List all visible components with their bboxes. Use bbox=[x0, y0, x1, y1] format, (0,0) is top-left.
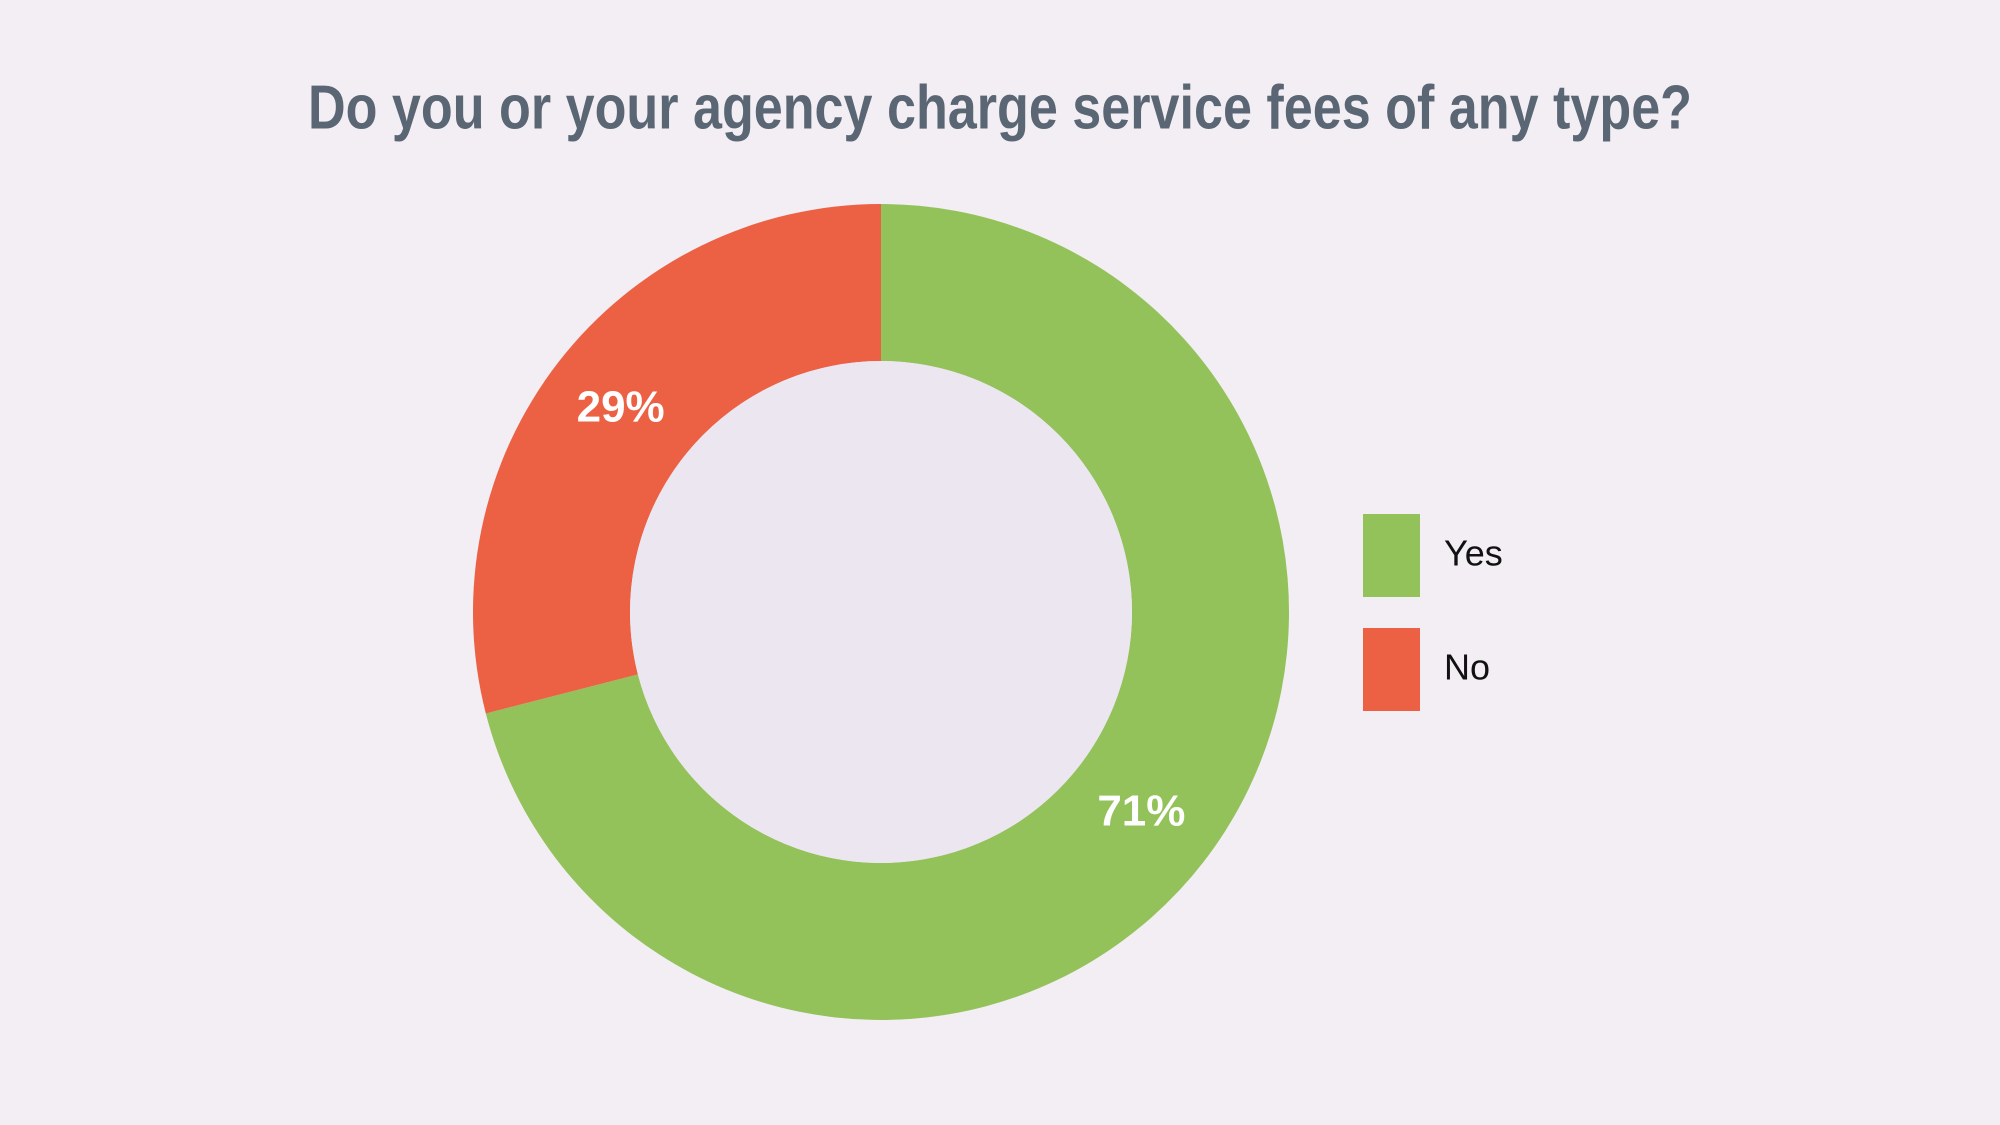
chart-title: Do you or your agency charge service fee… bbox=[308, 73, 1692, 142]
legend-label: No bbox=[1444, 647, 1490, 688]
donut-hole bbox=[630, 361, 1132, 863]
legend-label: Yes bbox=[1444, 533, 1503, 574]
legend-swatch bbox=[1363, 514, 1420, 597]
donut-slice bbox=[485, 204, 1290, 1021]
donut-slice bbox=[473, 204, 881, 714]
legend-swatch bbox=[1363, 628, 1420, 711]
data-label: 29% bbox=[577, 383, 665, 432]
data-label: 71% bbox=[1097, 787, 1185, 836]
